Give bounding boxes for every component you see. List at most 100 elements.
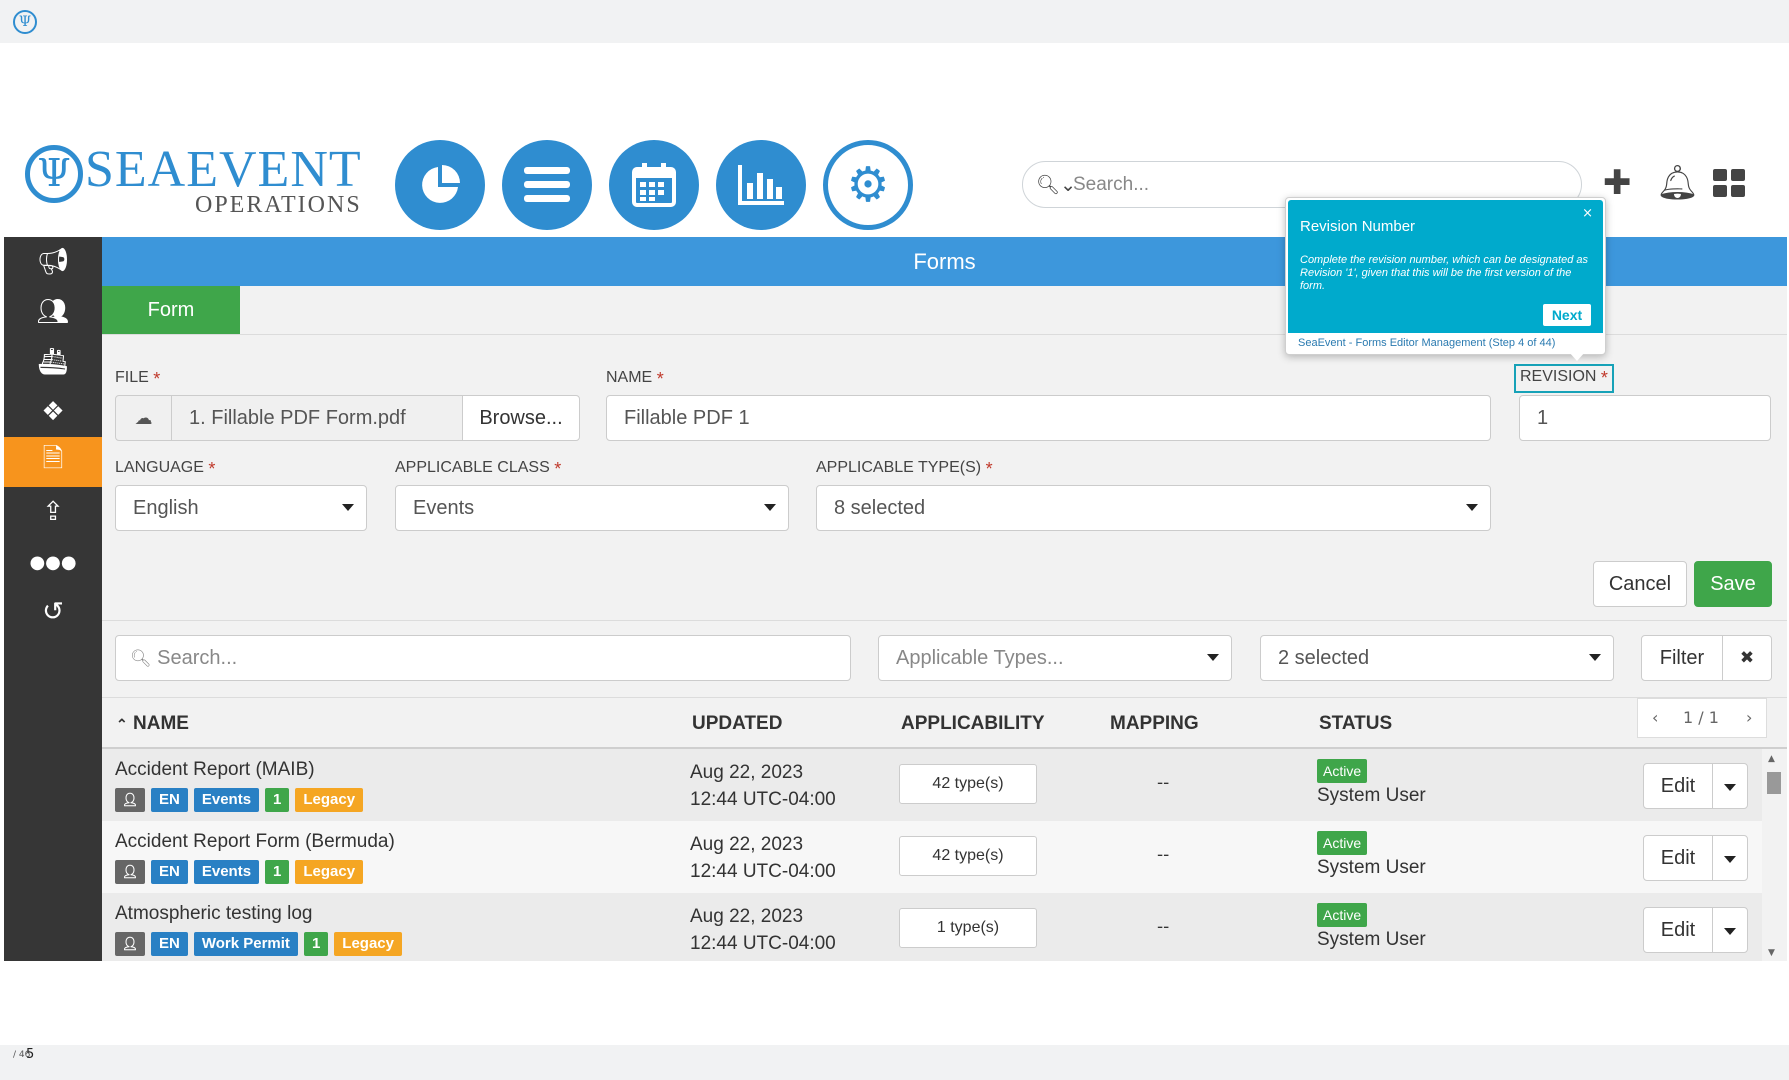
status-user: System User <box>1317 929 1426 950</box>
form-tags: 👤︎ EN Events 1 Legacy <box>115 860 364 884</box>
edit-dropdown-button[interactable] <box>1712 907 1748 953</box>
scroll-up-icon[interactable]: ▲ <box>1768 754 1775 764</box>
clear-filter-button[interactable]: ✖ <box>1722 635 1772 681</box>
sidebar-item-forms[interactable]: 🗎 <box>4 437 102 487</box>
calendar-icon <box>632 163 676 207</box>
brand-name: SEAEVENT <box>85 141 362 198</box>
mapping-value: -- <box>1157 773 1170 793</box>
nav-settings-button[interactable]: ⚙ <box>823 140 913 230</box>
table-header-border <box>102 747 1787 749</box>
cloud-upload-icon: ☁ <box>134 408 153 428</box>
updated-date: Aug 22, 2023 12:44 UTC-04:00 <box>690 906 836 954</box>
tooltip-next-button[interactable]: Next <box>1543 304 1591 326</box>
revision-badge: 1 <box>265 788 290 812</box>
slide-counter: 5 / 46 <box>13 1047 35 1062</box>
pager-next-button[interactable]: › <box>1746 708 1753 727</box>
sidebar-item-modules[interactable]: ❖ <box>4 387 102 437</box>
language-select[interactable]: English <box>115 485 367 531</box>
pager-prev-button[interactable]: ‹ <box>1652 708 1659 727</box>
scroll-down-icon[interactable]: ▼ <box>1768 948 1775 958</box>
nav-calendar-button[interactable] <box>609 140 699 230</box>
applicable-class-select[interactable]: Events <box>395 485 789 531</box>
edit-button[interactable]: Edit <box>1643 835 1713 881</box>
tab-form[interactable]: Form <box>102 286 240 334</box>
top-bar: Ψ <box>0 0 1789 43</box>
applicability-button[interactable]: 42 type(s) <box>899 836 1037 876</box>
scrollbar-thumb[interactable] <box>1767 772 1781 794</box>
name-label: NAME * <box>606 369 664 389</box>
browse-button[interactable]: Browse... <box>462 395 580 441</box>
status-cell: Active System User <box>1317 903 1426 951</box>
apps-grid-icon[interactable] <box>1713 166 1745 206</box>
menu-icon <box>524 167 570 202</box>
legacy-badge: Legacy <box>295 860 364 884</box>
table-row[interactable]: Accident Report (MAIB) 👤︎ EN Events 1 Le… <box>102 749 1762 821</box>
form-tags: 👤︎ EN Work Permit 1 Legacy <box>115 932 402 956</box>
revision-input[interactable]: 1 <box>1519 395 1771 441</box>
sidebar-item-vessels[interactable]: 🚢︎ <box>4 337 102 387</box>
applicable-types-filter[interactable]: Applicable Types... <box>878 635 1232 681</box>
table-row[interactable]: Atmospheric testing log 👤︎ EN Work Permi… <box>102 893 1762 961</box>
chevron-down-icon <box>1724 928 1736 935</box>
column-header-status[interactable]: STATUS <box>1319 713 1393 734</box>
sidebar-item-users[interactable]: 👥︎ <box>4 287 102 337</box>
sidebar-item-announcements[interactable]: 📢︎ <box>4 237 102 287</box>
chevron-down-icon <box>342 504 354 511</box>
form-name[interactable]: Accident Report Form (Bermuda) <box>115 831 395 852</box>
applicability-button[interactable]: 1 type(s) <box>899 908 1037 948</box>
tooltip-arrow <box>1569 352 1585 361</box>
edit-dropdown-button[interactable] <box>1712 763 1748 809</box>
edit-button[interactable]: Edit <box>1643 763 1713 809</box>
column-header-name[interactable]: ⌃ NAME <box>116 713 189 734</box>
tooltip-footer: SeaEvent - Forms Editor Management (Step… <box>1298 337 1556 349</box>
class-badge: Work Permit <box>193 932 298 956</box>
sidebar-item-upload[interactable]: ⇪ <box>4 487 102 537</box>
column-header-mapping[interactable]: MAPPING <box>1110 713 1199 734</box>
form-name[interactable]: Atmospheric testing log <box>115 903 313 924</box>
nav-dashboard-button[interactable] <box>395 140 485 230</box>
status-user: System User <box>1317 857 1426 878</box>
upload-cloud-button[interactable]: ☁ <box>115 395 172 441</box>
more-icon: ●●● <box>29 551 77 573</box>
column-header-updated[interactable]: UPDATED <box>692 713 783 734</box>
sidebar-item-more[interactable]: ●●● <box>4 537 102 587</box>
table-scrollbar[interactable]: ▲ ▼ <box>1764 752 1782 961</box>
nav-reports-button[interactable] <box>716 140 806 230</box>
filter-button[interactable]: Filter <box>1641 635 1723 681</box>
user-icon: 👤︎ <box>115 932 145 956</box>
bar-chart-icon <box>738 165 784 205</box>
applicable-types-select[interactable]: 8 selected <box>816 485 1491 531</box>
forms-panel: Forms Form FILE * ☁ 1. Fillable PDF Form… <box>102 237 1787 961</box>
nav-menu-button[interactable] <box>502 140 592 230</box>
mapping-value: -- <box>1157 917 1170 937</box>
tooltip-title: Revision Number <box>1300 218 1416 235</box>
edit-button[interactable]: Edit <box>1643 907 1713 953</box>
updated-date: Aug 22, 2023 12:44 UTC-04:00 <box>690 834 836 882</box>
name-input[interactable]: Fillable PDF 1 <box>606 395 1491 441</box>
add-icon[interactable]: ✚ <box>1603 163 1632 203</box>
seaevent-logo[interactable]: Ψ SEAEVENT OPERATIONS <box>25 140 361 220</box>
bell-icon[interactable]: 🔔︎ <box>1656 163 1700 203</box>
tab-divider <box>102 334 1787 335</box>
status-filter-select[interactable]: 2 selected <box>1260 635 1614 681</box>
walkthrough-tooltip: Revision Number × Complete the revision … <box>1285 197 1606 361</box>
applicability-button[interactable]: 42 type(s) <box>899 764 1037 804</box>
table-row[interactable]: Accident Report Form (Bermuda) 👤︎ EN Eve… <box>102 821 1762 893</box>
chevron-down-icon <box>1724 856 1736 863</box>
table-pager: ‹ 1 / 1 › <box>1637 698 1767 738</box>
document-icon: 🗎 <box>42 444 64 474</box>
app-logo-icon[interactable]: Ψ <box>13 10 37 34</box>
sidebar-item-history[interactable]: ↺ <box>4 587 102 637</box>
user-icon: 👤︎ <box>115 860 145 884</box>
global-search-input[interactable] <box>1073 170 1553 200</box>
chevron-down-icon <box>764 504 776 511</box>
save-button[interactable]: Save <box>1694 561 1772 607</box>
close-icon[interactable]: × <box>1582 206 1593 221</box>
edit-dropdown-button[interactable] <box>1712 835 1748 881</box>
form-name[interactable]: Accident Report (MAIB) <box>115 759 315 780</box>
column-header-applicability[interactable]: APPLICABILITY <box>901 713 1045 734</box>
status-badge: Active <box>1317 759 1368 783</box>
table-search-input[interactable]: 🔍︎ Search... <box>115 635 851 681</box>
revision-label: REVISION * <box>1520 368 1608 388</box>
cancel-button[interactable]: Cancel <box>1593 561 1687 607</box>
